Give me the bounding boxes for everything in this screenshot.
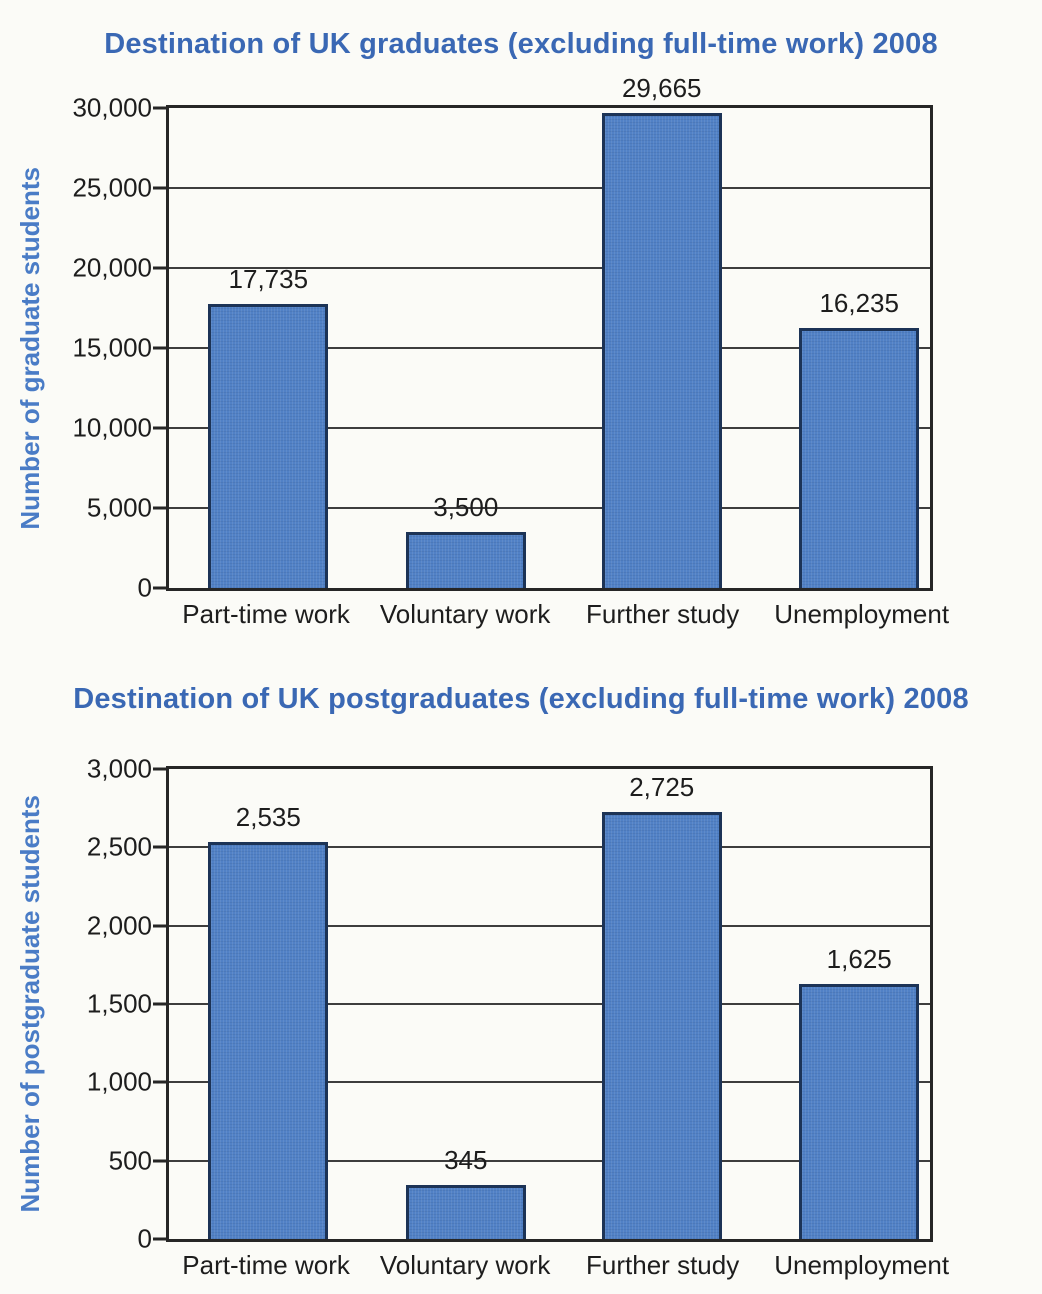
y-tick-mark bbox=[153, 186, 166, 190]
bar-value-further-study: 29,665 bbox=[621, 73, 702, 104]
y-tick-mark bbox=[153, 924, 166, 928]
bar-part-time-work bbox=[208, 841, 329, 1239]
x-axis-label-further-study: Further study bbox=[586, 599, 740, 629]
graduates-y-tick-labels: 0 5,000 10,000 15,000 20,000 25,000 30,000 bbox=[60, 93, 166, 603]
postgraduates-chart-title: Destination of UK postgraduates (excludi… bbox=[73, 683, 969, 715]
x-axis-label-further-study: Further study bbox=[586, 1250, 740, 1280]
postgraduates-bar-chart: Destination of UK postgraduates (excludi… bbox=[0, 641, 1042, 1292]
y-tick-label-0: 0 bbox=[137, 572, 152, 603]
bar-value-unemployment: 1,625 bbox=[826, 944, 892, 975]
y-tick-mark bbox=[153, 266, 166, 270]
bar-unemployment bbox=[799, 328, 920, 588]
gridline bbox=[169, 924, 930, 927]
y-tick-mark bbox=[153, 767, 166, 771]
graduates-x-axis-labels: Part-time work Voluntary work Further stud… bbox=[166, 599, 949, 641]
bar-voluntary-work bbox=[405, 1184, 526, 1239]
y-tick-label-500: 500 bbox=[108, 1145, 152, 1176]
x-axis-label-voluntary-work: Voluntary work bbox=[379, 1250, 551, 1280]
y-tick-label-2-500: 2,500 bbox=[86, 831, 152, 862]
gridline bbox=[169, 426, 930, 429]
bar-value-further-study: 2,725 bbox=[629, 772, 695, 803]
graduates-chart-title: Destination of UK graduates (excluding f… bbox=[104, 28, 938, 60]
bar-further-study bbox=[601, 812, 722, 1239]
x-axis-label-part-time-work: Part-time work bbox=[182, 599, 350, 629]
bar-value-part-time-work: 2,535 bbox=[235, 801, 301, 832]
y-tick-mark bbox=[153, 506, 166, 510]
x-axis-label-voluntary-work: Voluntary work bbox=[379, 599, 551, 629]
y-tick-mark bbox=[153, 106, 166, 110]
x-axis-label-unemployment: Unemployment bbox=[774, 599, 950, 629]
bar-value-part-time-work: 17,735 bbox=[228, 264, 309, 295]
y-tick-label-30-000: 30,000 bbox=[72, 92, 152, 123]
y-tick-mark bbox=[153, 1080, 166, 1084]
gridline bbox=[169, 266, 930, 269]
gridline bbox=[169, 1003, 930, 1005]
gridline bbox=[169, 186, 930, 189]
gridline bbox=[169, 347, 930, 349]
y-tick-label-1-000: 1,000 bbox=[86, 1066, 152, 1097]
y-tick-label-10-000: 10,000 bbox=[72, 412, 152, 443]
postgraduates-chart-body: Number of postgraduate students 0 500 1,00… bbox=[0, 754, 1042, 1292]
graduates-bar-chart: Destination of UK graduates (excluding f… bbox=[0, 0, 1042, 641]
y-tick-label-25-000: 25,000 bbox=[72, 172, 152, 203]
gridline bbox=[169, 846, 930, 849]
y-tick-mark bbox=[153, 1002, 166, 1006]
gridline bbox=[169, 1081, 930, 1084]
gridline bbox=[169, 507, 930, 509]
y-tick-label-20-000: 20,000 bbox=[72, 252, 152, 283]
bar-unemployment bbox=[799, 984, 920, 1239]
y-tick-label-2-000: 2,000 bbox=[86, 910, 152, 941]
y-tick-label-15-000: 15,000 bbox=[72, 332, 152, 363]
bar-part-time-work bbox=[208, 304, 329, 588]
x-axis-label-part-time-work: Part-time work bbox=[182, 1250, 350, 1280]
bar-value-unemployment: 16,235 bbox=[819, 288, 899, 319]
bar-voluntary-work bbox=[405, 532, 526, 588]
y-tick-label-5-000: 5,000 bbox=[86, 492, 152, 523]
y-tick-mark bbox=[153, 845, 166, 849]
postgraduates-y-axis-title: Number of postgraduate students bbox=[14, 795, 45, 1213]
y-tick-label-3-000: 3,000 bbox=[86, 753, 152, 784]
graduates-plot-area: 17,735 3,500 29,665 16,235 bbox=[153, 73, 933, 591]
y-tick-label-0: 0 bbox=[137, 1223, 152, 1254]
bar-value-voluntary-work: 3,500 bbox=[433, 492, 499, 522]
y-tick-mark bbox=[153, 586, 166, 590]
postgraduates-y-tick-labels: 0 500 1,000 1,500 2,000 2,500 3,000 bbox=[60, 754, 166, 1254]
graduates-chart-body: Number of graduate students 0 5,000 10,000… bbox=[0, 73, 1042, 641]
postgraduates-x-axis-labels: Part-time work Voluntary work Further stud… bbox=[166, 1250, 949, 1292]
y-tick-mark bbox=[153, 426, 166, 430]
y-tick-mark bbox=[153, 1237, 166, 1241]
y-tick-mark bbox=[153, 346, 166, 350]
y-tick-label-1-500: 1,500 bbox=[86, 988, 152, 1019]
bar-further-study bbox=[601, 113, 722, 588]
postgraduates-plot-area: 2,535 345 2,725 1,625 bbox=[153, 766, 933, 1242]
y-tick-mark bbox=[153, 1159, 166, 1163]
bar-value-voluntary-work: 345 bbox=[444, 1144, 488, 1175]
gridline bbox=[169, 1159, 930, 1162]
graduates-y-axis-title: Number of graduate students bbox=[14, 166, 45, 530]
x-axis-label-unemployment: Unemployment bbox=[774, 1250, 950, 1280]
